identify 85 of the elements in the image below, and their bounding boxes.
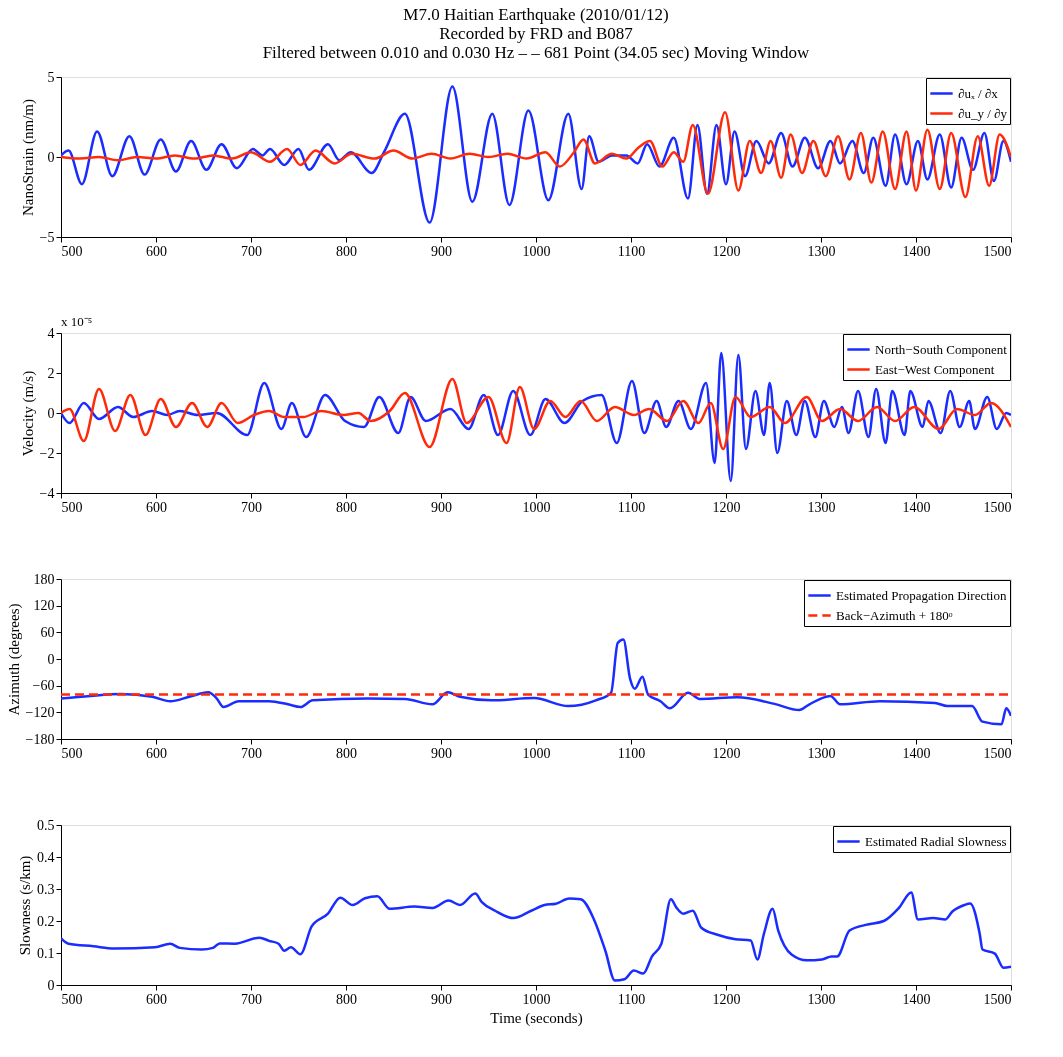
y-tick-label: 0 [47,149,55,165]
line-series [61,638,1011,726]
x-tick-label: 600 [146,991,167,1007]
x-tick-label: 700 [241,243,262,259]
y-tick-label: −60 [32,678,55,694]
x-tick-label: 1200 [712,499,741,515]
chart-title: M7.0 Haitian Earthquake (2010/01/12) [403,5,669,24]
y-tick-label: −5 [39,229,55,245]
x-tick-label: 700 [241,991,262,1007]
x-tick-label: 1100 [617,499,646,515]
y-tick-label: 60 [40,624,55,640]
x-tick-label: 600 [146,745,167,761]
y-tick-label: 0 [47,651,55,667]
x-tick-label: 1100 [617,745,646,761]
x-tick-label: 1400 [902,243,931,259]
legend-label: ∂uₓ / ∂x [958,85,999,101]
legend-label: ∂u_y / ∂y [958,105,1008,121]
legend-label: North−South Component [875,341,1008,357]
x-tick-label: 1100 [617,991,646,1007]
x-tick-label: 1500 [983,243,1012,259]
x-tick-label: 500 [61,991,83,1007]
legend-label: East−West Component [875,361,995,377]
x-tick-label: 500 [61,499,83,515]
x-tick-label: 900 [431,243,452,259]
x-axis-title: Time (seconds) [490,1009,583,1027]
y-axis-title: Slowness (s/km) [17,855,34,956]
x-tick-label: 1200 [712,745,741,761]
legend-label: Estimated Radial Slowness [865,833,1007,849]
x-tick-label: 800 [336,243,357,259]
x-tick-label: 1000 [522,499,551,515]
x-tick-label: 600 [146,243,167,259]
x-tick-label: 1300 [807,745,836,761]
x-tick-label: 900 [431,499,452,515]
x-tick-label: 1500 [983,499,1012,515]
x-tick-label: 1100 [617,243,646,259]
chart-subtitle: Recorded by FRD and B087 Filtered between 0.010 and 0.030 Hz – – 681 Point (34.05 sec) Moving Window [262,24,811,62]
line-series [61,110,1011,199]
y-axis-title: Azimuth (degrees) [5,603,23,716]
y-tick-label: 4 [47,325,55,341]
x-tick-label: 1300 [807,243,836,259]
y-tick-label: 0.1 [37,945,55,961]
y-tick-label: 0.2 [37,913,55,929]
x-tick-label: 700 [241,745,262,761]
y-tick-label: 0.3 [37,881,55,897]
x-tick-label: 1200 [712,243,741,259]
x-tick-label: 1000 [522,243,551,259]
x-tick-label: 1000 [522,745,551,761]
x-tick-label: 1200 [712,991,741,1007]
x-tick-label: 1000 [522,991,551,1007]
y-tick-label: 0 [47,405,55,421]
y-tick-label: 5 [47,69,55,85]
x-tick-label: 1300 [807,991,836,1007]
x-tick-label: 800 [336,745,357,761]
line-series [61,891,1011,982]
x-tick-label: 1300 [807,499,836,515]
y-tick-label: 0.4 [37,849,55,865]
x-tick-label: 500 [61,243,83,259]
legend-label: Back−Azimuth + 180ᵒ [836,607,953,623]
y-tick-label: 0 [47,977,55,993]
x-tick-label: 800 [336,991,357,1007]
y-tick-label: −120 [25,704,55,720]
legend-label: Estimated Propagation Direction [836,587,1007,603]
x-tick-label: 600 [146,499,167,515]
x-tick-label: 1400 [902,745,931,761]
y-tick-label: 2 [47,365,55,381]
line-series [61,85,1011,224]
y-tick-label: 0.5 [37,817,55,833]
y-tick-label: 180 [33,571,55,587]
y-tick-label: 120 [33,598,55,614]
x-tick-label: 1500 [983,745,1012,761]
y-tick-label: −180 [25,731,55,747]
x-tick-label: 500 [61,745,83,761]
y-axis-title: NanoStrain (nm/m) [19,98,37,217]
y-tick-label: −4 [39,485,55,501]
line-series [61,377,1011,451]
x-tick-label: 1400 [902,499,931,515]
x-tick-label: 900 [431,745,452,761]
x-tick-label: 1400 [902,991,931,1007]
x-tick-label: 700 [241,499,262,515]
y-axis-title: Velocity (m/s) [19,370,37,457]
x-tick-label: 900 [431,991,452,1007]
y-tick-label: −2 [39,445,55,461]
text: x 10⁻⁵ [61,314,93,329]
x-tick-label: 800 [336,499,357,515]
x-tick-label: 1500 [983,991,1012,1007]
